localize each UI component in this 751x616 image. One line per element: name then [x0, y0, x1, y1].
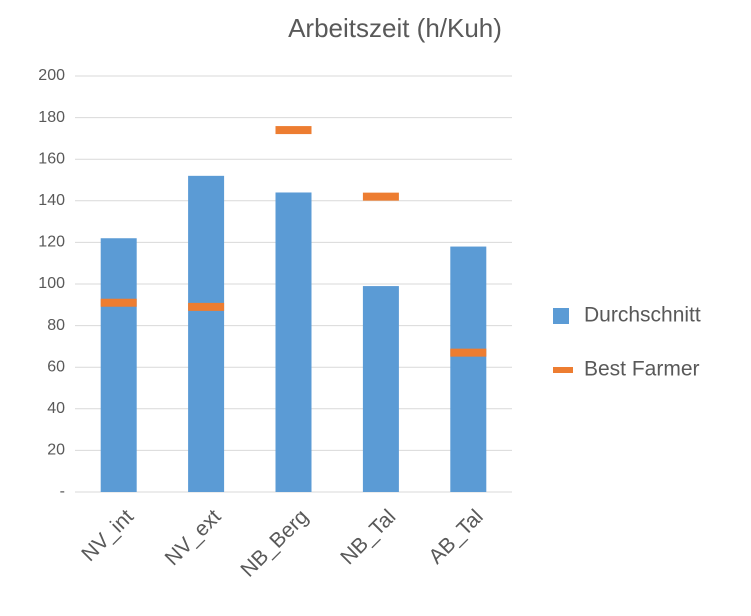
- dash-marker: [362, 192, 399, 201]
- legend-label: Best Farmer: [584, 358, 700, 381]
- x-tick-label: NB_Berg: [236, 505, 313, 582]
- y-tick-label: 60: [47, 358, 65, 375]
- x-tick-label: NB_Tal: [336, 505, 400, 569]
- y-tick-label: -: [60, 483, 65, 500]
- bar: [100, 238, 137, 492]
- y-tick-label: 100: [38, 275, 65, 292]
- dash-marker: [450, 348, 487, 357]
- y-tick-label: 160: [38, 150, 65, 167]
- legend-label: Durchschnitt: [584, 304, 701, 327]
- legend-swatch: [553, 308, 569, 324]
- y-tick-label: 120: [38, 234, 65, 251]
- dash-marker: [100, 298, 137, 307]
- y-tick-label: 140: [38, 192, 65, 209]
- x-tick-label: AB_Tal: [424, 505, 487, 568]
- bar: [275, 192, 312, 493]
- y-tick-label: 200: [38, 67, 65, 84]
- y-tick-label: 20: [47, 442, 65, 459]
- y-tick-label: 180: [38, 109, 65, 126]
- chart-title: Arbeitszeit (h/Kuh): [288, 13, 502, 43]
- legend-swatch: [553, 367, 573, 373]
- dash-marker: [188, 302, 225, 311]
- bar: [450, 246, 487, 492]
- bar: [188, 175, 225, 492]
- y-tick-label: 40: [47, 400, 65, 417]
- bar: [362, 286, 399, 492]
- dash-marker: [275, 126, 312, 135]
- x-tick-label: NV_int: [77, 505, 138, 566]
- y-tick-label: 80: [47, 317, 65, 334]
- x-tick-label: NV_ext: [161, 505, 226, 570]
